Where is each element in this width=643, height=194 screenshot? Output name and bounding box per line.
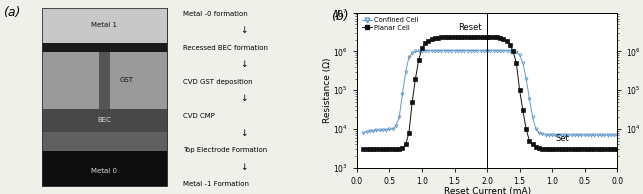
Text: CVD CMP: CVD CMP xyxy=(183,113,215,119)
Bar xyxy=(96,52,113,58)
Bar xyxy=(42,132,167,151)
Bar xyxy=(99,52,111,109)
Bar xyxy=(42,8,167,186)
Bar xyxy=(42,8,167,43)
Bar xyxy=(42,8,167,186)
Text: ↓: ↓ xyxy=(240,94,248,103)
Text: (b): (b) xyxy=(331,10,349,23)
Text: ↓: ↓ xyxy=(240,26,248,35)
Text: Top Electrode Formation: Top Electrode Formation xyxy=(183,147,267,153)
Text: BEC: BEC xyxy=(98,117,111,123)
Text: Metal 1: Metal 1 xyxy=(91,22,118,28)
Text: (a): (a) xyxy=(3,6,21,19)
Text: ↓: ↓ xyxy=(240,60,248,69)
Text: Recessed BEC formation: Recessed BEC formation xyxy=(183,45,268,51)
Text: Set: Set xyxy=(556,134,569,143)
Bar xyxy=(42,151,167,186)
Text: Metal -1 Formation: Metal -1 Formation xyxy=(183,181,249,187)
Legend: Confined Cell, Planar Cell: Confined Cell, Planar Cell xyxy=(360,16,419,32)
Text: Reset: Reset xyxy=(458,23,482,32)
Bar xyxy=(42,43,167,52)
Bar xyxy=(42,52,167,109)
Text: CVD GST deposition: CVD GST deposition xyxy=(183,79,253,85)
Text: Metal -0 formation: Metal -0 formation xyxy=(183,11,248,16)
Bar xyxy=(42,109,167,132)
Text: GST: GST xyxy=(120,77,134,82)
Text: Metal 0: Metal 0 xyxy=(91,168,118,174)
Text: ↓: ↓ xyxy=(240,163,248,172)
Text: ↓: ↓ xyxy=(240,129,248,138)
X-axis label: Reset Current (mA): Reset Current (mA) xyxy=(444,187,530,194)
Y-axis label: Resistance (Ω): Resistance (Ω) xyxy=(323,57,332,123)
